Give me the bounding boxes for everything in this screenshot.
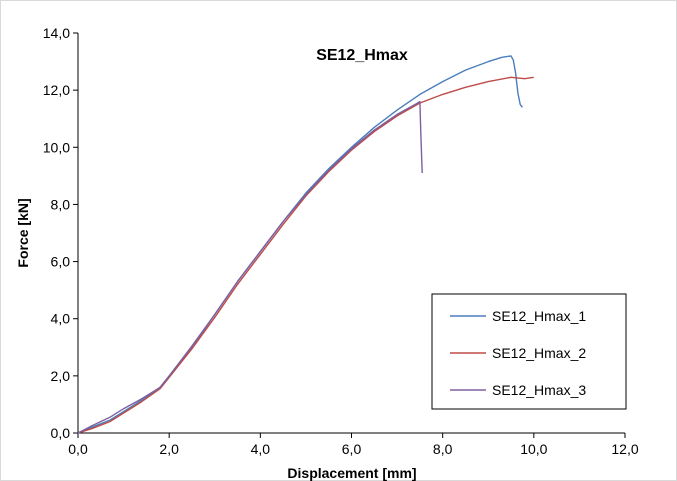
axes: 0,0 2,0 4,0 6,0 8,0 10,0 12,0 0,0 2,0 4,0 6,0 8,0 10… xyxy=(43,25,639,457)
chart-title: SE12_Hmax xyxy=(316,47,408,64)
y-tick-label: 6,0 xyxy=(51,254,71,270)
y-tick-label: 12,0 xyxy=(43,82,70,98)
x-tick-label: 10,0 xyxy=(520,441,547,457)
y-tick-label: 4,0 xyxy=(51,311,71,327)
y-tick-label: 14,0 xyxy=(43,25,70,41)
y-tick-label: 0,0 xyxy=(51,425,71,441)
series-lines xyxy=(77,55,534,434)
legend-label: SE12_Hmax_1 xyxy=(492,308,586,324)
x-tick-label: 12,0 xyxy=(611,441,638,457)
y-tick-label: 2,0 xyxy=(51,368,71,384)
x-tick-label: 4,0 xyxy=(251,441,271,457)
series-line-se12-hmax-2 xyxy=(77,76,534,434)
y-tick-label: 10,0 xyxy=(43,139,70,155)
y-tick-label: 8,0 xyxy=(51,196,71,212)
x-tick-label: 2,0 xyxy=(159,441,179,457)
series-line-se12-hmax-3 xyxy=(77,100,423,434)
y-axis-title: Force [kN] xyxy=(15,198,31,267)
legend-label: SE12_Hmax_3 xyxy=(492,382,586,398)
x-axis-title: Displacement [mm] xyxy=(287,465,416,481)
legend-label: SE12_Hmax_2 xyxy=(492,345,586,361)
x-tick-label: 6,0 xyxy=(342,441,362,457)
x-tick-label: 8,0 xyxy=(433,441,453,457)
x-tick-label: 0,0 xyxy=(68,441,88,457)
legend: SE12_Hmax_1 SE12_Hmax_2 SE12_Hmax_3 xyxy=(431,293,627,410)
